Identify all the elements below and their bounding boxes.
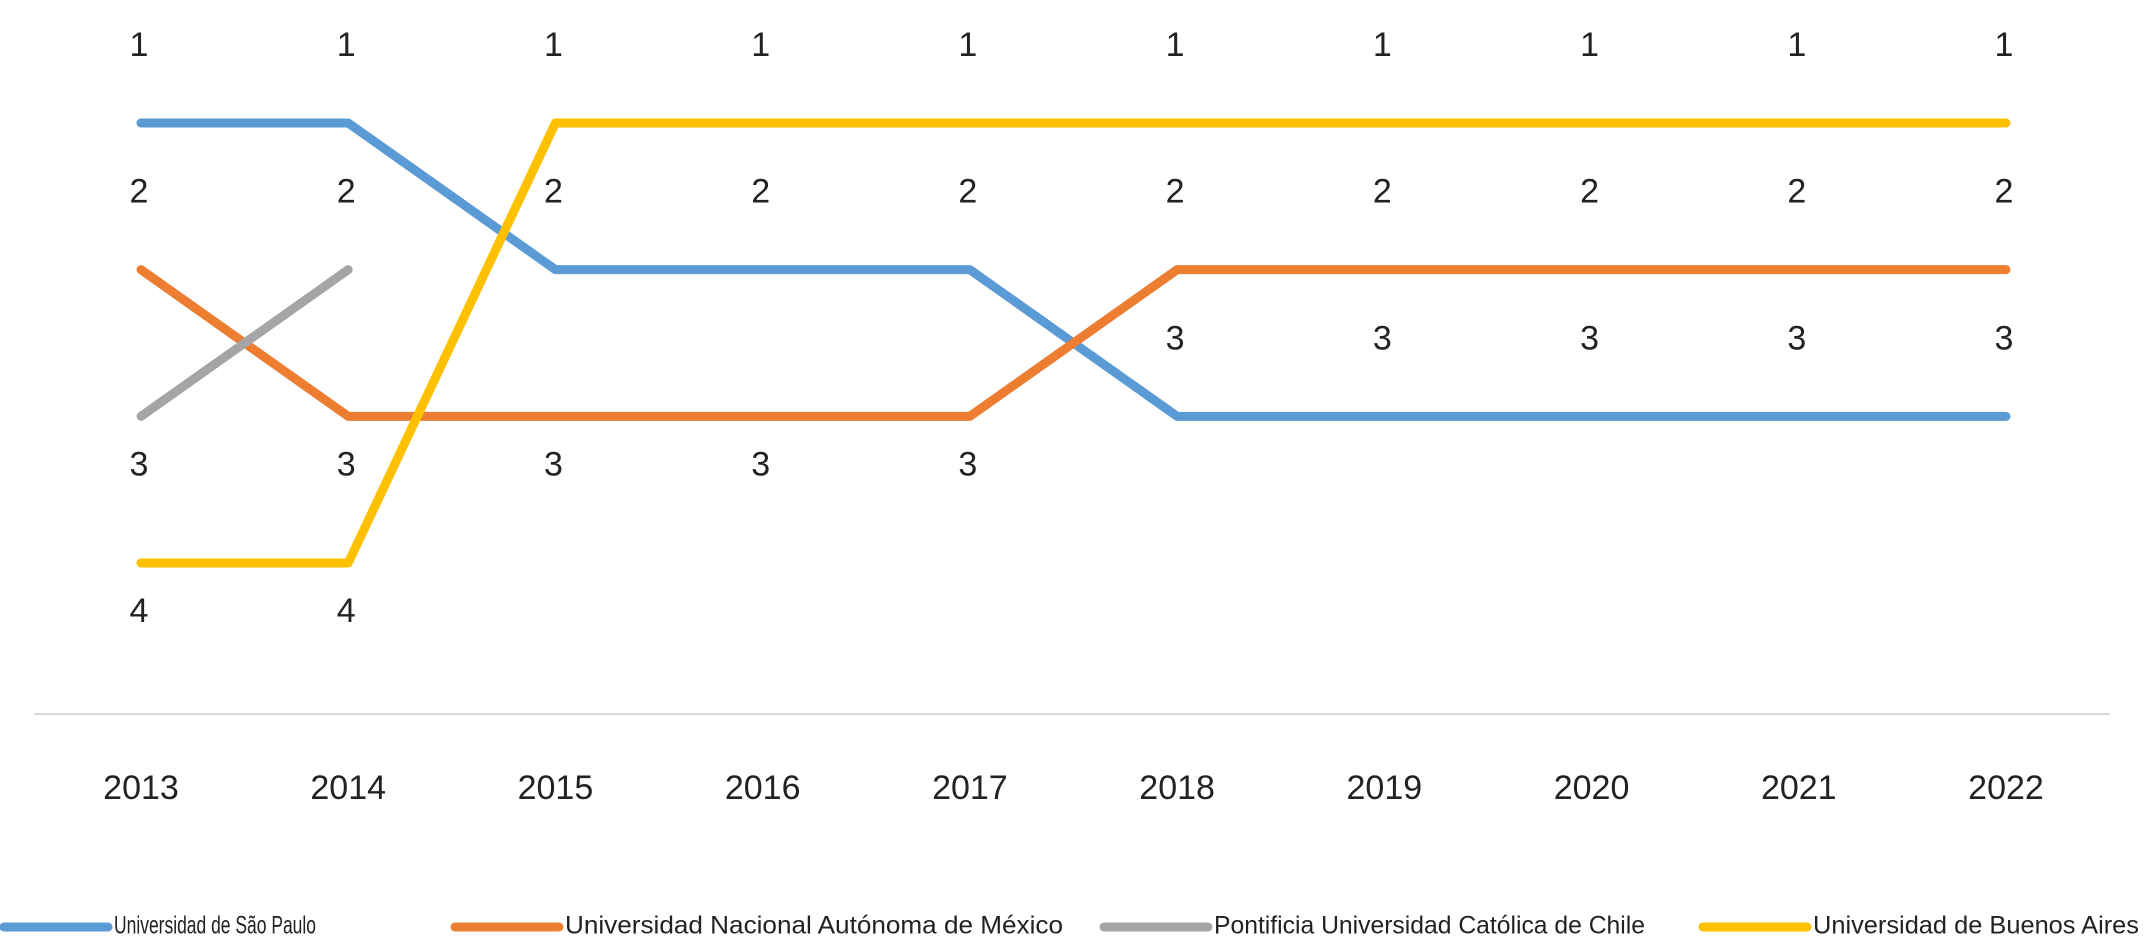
x-tick-label: 2020 [1554, 769, 1630, 807]
legend-label: Universidad de São Paulo [114, 912, 316, 940]
data-label: 3 [337, 445, 356, 483]
series-line [136, 265, 2011, 421]
data-label: 3 [1166, 319, 1185, 357]
data-label: 2 [1787, 173, 1806, 211]
data-label: 2 [1373, 173, 1392, 211]
data-label: 2 [130, 173, 149, 211]
x-tick-label: 2013 [103, 769, 179, 807]
data-label: 1 [1373, 26, 1392, 64]
series-line [136, 118, 2011, 568]
data-label: 1 [1580, 26, 1599, 64]
data-label: 4 [130, 592, 149, 630]
legend-label: Pontificia Universidad Católica de Chile [1214, 912, 1645, 940]
x-tick-label: 2021 [1761, 769, 1837, 807]
data-label: 2 [544, 173, 563, 211]
x-tick-label: 2015 [518, 769, 594, 807]
data-label: 3 [958, 445, 977, 483]
data-label: 2 [751, 173, 770, 211]
x-tick-label: 2022 [1968, 769, 2044, 807]
data-label: 1 [544, 26, 563, 64]
data-label: 1 [751, 26, 770, 64]
series-line [136, 265, 353, 421]
data-label: 2 [958, 173, 977, 211]
data-label: 2 [1166, 173, 1185, 211]
legend-label: Universidad de Buenos Aires [1813, 912, 2139, 940]
data-label: 3 [130, 445, 149, 483]
legend-label: Universidad Nacional Autónoma de México [565, 912, 1063, 940]
data-label: 1 [337, 26, 356, 64]
data-label: 1 [1166, 26, 1185, 64]
data-label: 1 [958, 26, 977, 64]
x-tick-label: 2017 [932, 769, 1008, 807]
data-label: 3 [544, 445, 563, 483]
data-label: 2 [337, 173, 356, 211]
x-tick-label: 2014 [310, 769, 386, 807]
data-label: 2 [1580, 173, 1599, 211]
data-label: 1 [1787, 26, 1806, 64]
data-label: 1 [1995, 26, 2014, 64]
data-label: 3 [751, 445, 770, 483]
data-label: 3 [1373, 319, 1392, 357]
data-label: 3 [1787, 319, 1806, 357]
data-label: 1 [130, 26, 149, 64]
data-label: 3 [1995, 319, 2014, 357]
data-label: 3 [1580, 319, 1599, 357]
x-tick-label: 2018 [1139, 769, 1215, 807]
x-tick-label: 2016 [725, 769, 801, 807]
x-tick-label: 2019 [1347, 769, 1423, 807]
data-label: 4 [337, 592, 356, 630]
data-label: 2 [1995, 173, 2014, 211]
